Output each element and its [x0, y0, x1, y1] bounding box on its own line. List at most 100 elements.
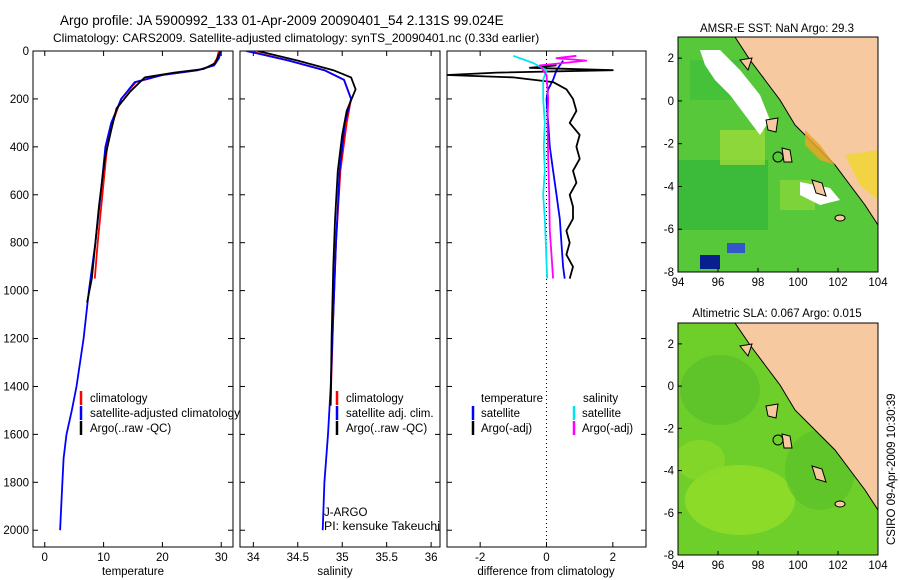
sst-map-lon-tick-label: 98 [752, 277, 765, 289]
salinity-xlabel: salinity [317, 566, 352, 578]
temperature-xtick-label: 30 [215, 552, 228, 564]
sla-map-lat-tick-label: -2 [664, 423, 674, 435]
credit-label: CSIRO 09-Apr-2009 10:30:39 [886, 393, 898, 545]
temperature-series-argo-raw-qc [86, 51, 222, 303]
island-outline [765, 403, 779, 419]
temperature-xtick-label: 0 [42, 552, 48, 564]
salinity-series-satellite-adj-clim [246, 51, 353, 531]
sst-map-lon-tick-label: 96 [712, 277, 725, 289]
depth-tick-label: 1200 [3, 334, 29, 346]
sst-map-lon-tick-label: 104 [868, 277, 888, 289]
salinity-xtick-label: 35.5 [375, 552, 397, 564]
legend-title-temperature: temperature [481, 393, 543, 405]
legend-label-argo: Argo(..raw -QC) [90, 423, 171, 435]
island-outline [781, 433, 793, 449]
island-outline [765, 117, 779, 133]
depth-tick-label: 400 [10, 142, 29, 154]
sla-ocean-patch [678, 440, 725, 480]
salinity-axes [239, 50, 441, 548]
island-outline [811, 465, 827, 483]
difference-legend: temperature satellite Argo(-adj) salinit… [471, 393, 633, 435]
sst-map-lat-tick-label: -8 [664, 267, 674, 279]
island-outline [781, 147, 793, 163]
difference-series-salinity-argo-adj [539, 54, 588, 279]
legend-label-climatology: climatology [90, 393, 148, 405]
salinity-lines [246, 51, 357, 531]
difference-xtick-label: 2 [610, 552, 616, 564]
depth-tick-label: 0 [23, 46, 29, 58]
sla-map-lon-tick-label: 102 [828, 560, 847, 572]
sst-cold-pixels [700, 255, 720, 269]
legend-label-satellite: satellite-adjusted climatology [90, 408, 240, 420]
sla-map-lat-tick-label: 2 [668, 339, 674, 351]
difference-series-temperature-argo-adj [447, 64, 614, 279]
argo-float-location [772, 434, 784, 446]
sst-map-lat-tick-label: -4 [664, 181, 675, 193]
temperature-legend: climatology satellite-adjusted climatolo… [79, 391, 240, 435]
sla-map-lat-tick-label: -4 [664, 466, 675, 478]
salinity-xtick-label: 36 [425, 552, 438, 564]
depth-tick-label: 1600 [3, 429, 29, 441]
sst-ocean-patch [678, 160, 768, 230]
sla-map-panel: Altimetric SLA: 0.067 Argo: 0.015 94 96 98… [664, 308, 888, 572]
difference-series-salinity-satellite [512, 54, 549, 279]
depth-tick-label: 1800 [3, 477, 29, 489]
legend-label-satellite: satellite adj. clim. [346, 408, 434, 420]
sst-coastal-band [805, 130, 835, 165]
island-outline [739, 343, 753, 358]
legend-title-salinity: salinity [583, 393, 618, 405]
float-program-label: J-ARGO [324, 507, 368, 519]
sla-map-lon-tick-label: 94 [672, 560, 685, 572]
island-outline [739, 57, 753, 72]
argo-float-location [772, 151, 784, 163]
sla-map-lon-tick-label: 100 [788, 560, 807, 572]
sst-map-lat-tick-label: -2 [664, 139, 674, 151]
sst-map-frame [677, 36, 879, 273]
temperature-ticks: 0 10 20 30 0 200 400 600 800 1000 1200 1400 1600 1800… [3, 46, 233, 564]
sla-map-lat-tick-label: -6 [664, 508, 674, 520]
temperature-lines [59, 51, 223, 531]
sst-missing-data [700, 50, 770, 135]
depth-tick-label: 2000 [3, 525, 29, 537]
difference-ticks: -2 0 2 [447, 50, 646, 564]
difference-xlabel: difference from climatology [477, 566, 614, 578]
depth-tick-label: 200 [10, 94, 29, 106]
salinity-ticks: 34 34.5 35 35.5 36 [240, 50, 440, 564]
sst-map-panel: AMSR-E SST: NaN Argo: 29.3 94 96 98 100 102 1… [664, 23, 888, 289]
sst-map-lat-tick-label: -6 [664, 224, 674, 236]
island-outline [834, 214, 846, 222]
salinity-xtick-label: 34.5 [287, 552, 309, 564]
sst-cold-pixels [727, 243, 745, 253]
difference-xtick-label: 0 [543, 552, 549, 564]
depth-tick-label: 1400 [3, 381, 29, 393]
salinity-series-argo-raw-qc [257, 51, 357, 406]
sst-map-lat-tick-label: 2 [668, 53, 674, 65]
salinity-xtick-label: 35 [336, 552, 349, 564]
legend-label-argo: Argo(..raw -QC) [346, 423, 427, 435]
sla-map-lon-tick-label: 98 [752, 560, 765, 572]
sla-ocean-patch [685, 465, 795, 535]
sst-ocean-patch [720, 130, 765, 165]
difference-lines [447, 54, 614, 279]
sla-map-ticks: 94 96 98 100 102 104 2 0 -2 -4 -6 -8 [664, 339, 888, 572]
depth-tick-label: 1000 [3, 286, 29, 298]
salinity-legend: climatology satellite adj. clim. Argo(..… [335, 391, 434, 435]
island-outline [811, 179, 827, 197]
sst-map-lon-tick-label: 94 [672, 277, 685, 289]
temperature-axes [32, 50, 234, 548]
salinity-xtick-label: 34 [247, 552, 260, 564]
sla-map-lat-tick-label: -8 [664, 550, 674, 562]
float-pi-label: PI: kensuke Takeuchi [324, 521, 440, 533]
difference-xtick-label: -2 [475, 552, 485, 564]
temperature-xlabel: temperature [102, 566, 164, 578]
legend-label-temp-satellite: satellite [481, 408, 520, 420]
island-outline [834, 500, 846, 508]
legend-label-sal-satellite: satellite [582, 408, 621, 420]
depth-tick-label: 800 [10, 238, 29, 250]
depth-tick-label: 600 [10, 190, 29, 202]
sst-map-ticks: 94 96 98 100 102 104 2 0 -2 -4 -6 -8 [664, 53, 888, 289]
sla-ocean-patch [680, 355, 760, 425]
sla-map-frame [677, 322, 879, 556]
salinity-panel: 34 34.5 35 35.5 36 salinity climatology sate… [239, 50, 441, 578]
